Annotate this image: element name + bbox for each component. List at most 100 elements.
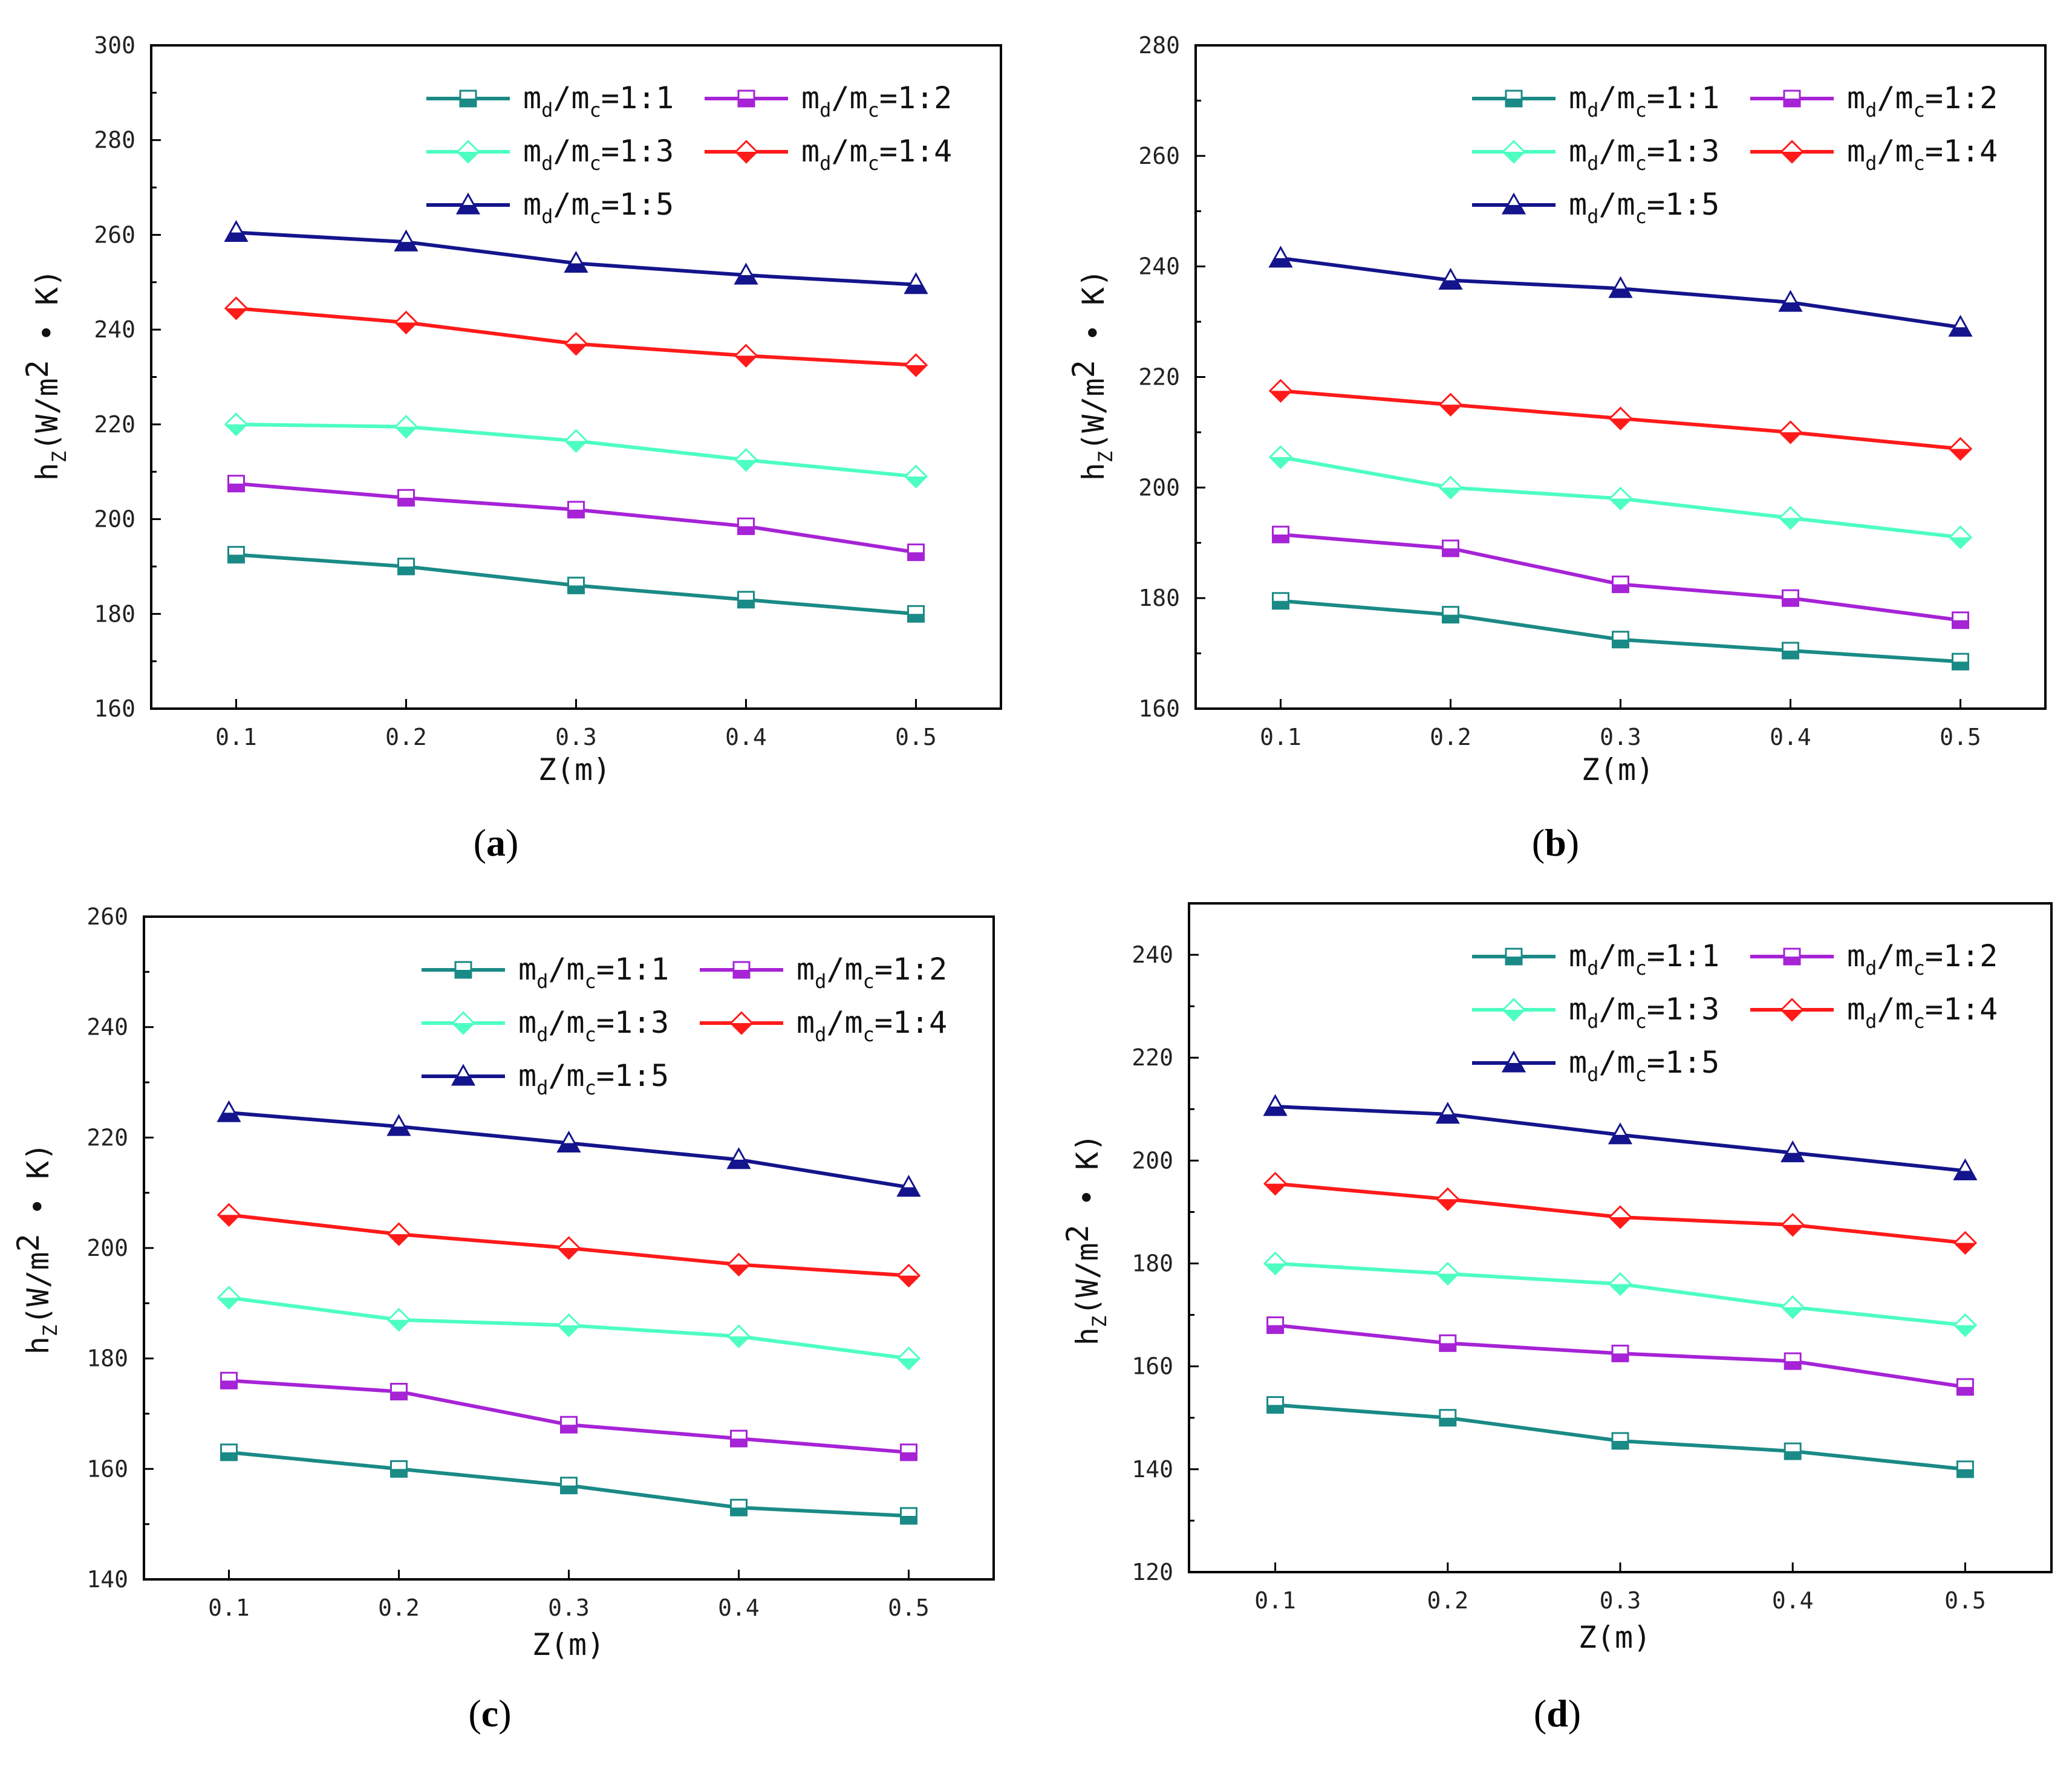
x-tick-label: 0.5 — [895, 724, 937, 750]
legend-label: md/mc=1:3 — [1569, 992, 1719, 1033]
data-point — [1948, 525, 1973, 550]
x-tick-label: 0.2 — [1430, 724, 1471, 750]
legend-marker — [1783, 89, 1801, 108]
y-tick-label: 140 — [1132, 1456, 1173, 1483]
data-point — [1442, 539, 1459, 557]
x-tick-label: 0.3 — [1600, 1587, 1641, 1614]
legend-marker — [1501, 192, 1526, 215]
panel-d: 120 140 160 180 200 220 240 0.1 0.2 0.3 0.4 0.5 Z(m)… — [1060, 902, 2053, 1735]
y-tick-label: 240 — [94, 316, 135, 343]
legend-item: md/mc=1:3 — [426, 134, 674, 175]
y-tick-label: 180 — [94, 600, 135, 627]
data-point — [564, 331, 588, 356]
data-point — [896, 1346, 921, 1371]
data-point — [1948, 437, 1973, 461]
y-tick-label: 240 — [1132, 941, 1173, 968]
y-tick-label: 220 — [1132, 1044, 1173, 1071]
data-point — [390, 1460, 408, 1478]
y-axis-label: hZ(W/m2 • K) — [1060, 1134, 1111, 1345]
data-point — [567, 501, 585, 519]
data-point — [397, 557, 415, 576]
y-tick-label: 260 — [94, 221, 135, 248]
data-point — [1438, 267, 1463, 290]
data-point — [1263, 1171, 1288, 1196]
y-tick-label: 160 — [1138, 695, 1180, 722]
legend-item: md/mc=1:1 — [422, 952, 669, 993]
data-point — [726, 1252, 751, 1277]
legend-label: md/mc=1:1 — [518, 952, 669, 993]
series-line-1 — [220, 1443, 917, 1525]
x-axis-label: Z(m) — [532, 1627, 605, 1662]
data-point — [1782, 589, 1799, 607]
panel-a: 160 180 200 220 240 260 280 300 0.1 0.2 0.3 0.4 0.5 Z… — [20, 32, 1002, 864]
legend-marker — [1501, 1050, 1526, 1073]
x-axis-label: Z(m) — [1582, 752, 1654, 787]
x-tick-label: 0.4 — [718, 1594, 760, 1621]
data-point — [1442, 606, 1459, 624]
data-point — [556, 1130, 581, 1153]
legend-label: md/mc=1:1 — [523, 80, 674, 122]
data-point — [1612, 575, 1629, 593]
series-line-2 — [227, 475, 925, 561]
y-tick-label: 260 — [86, 903, 128, 930]
panel-c: 140 160 180 200 220 240 260 0.1 0.2 0.3 0.4 0.5 Z(m)… — [11, 903, 995, 1735]
data-point — [904, 464, 928, 489]
y-tick-label: 260 — [1138, 143, 1180, 169]
data-point — [1439, 1334, 1457, 1352]
legend-item: md/mc=1:3 — [422, 1005, 669, 1046]
data-point — [1953, 1230, 1978, 1255]
legend-marker — [732, 961, 751, 979]
data-point — [217, 1286, 241, 1310]
data-point — [1611, 1344, 1629, 1362]
x-tick-label: 0.2 — [385, 724, 427, 750]
data-point — [224, 219, 249, 242]
y-axis-label: hZ(W/m2 • K) — [1066, 269, 1117, 481]
data-point — [904, 353, 928, 377]
data-point — [1608, 406, 1633, 431]
data-point — [1266, 1316, 1285, 1334]
legend-marker — [1505, 948, 1523, 966]
y-tick-label: 160 — [86, 1455, 128, 1482]
data-point — [1436, 1187, 1460, 1211]
data-point — [564, 250, 588, 273]
x-tick-label: 0.2 — [378, 1594, 420, 1621]
legend-label: md/mc=1:2 — [1847, 938, 1998, 980]
legend-marker — [737, 89, 755, 108]
legend-item: md/mc=1:4 — [1750, 992, 1998, 1033]
legend: md/mc=1:1 md/mc=1:2 md/mc=1:3 md/mc=1:4 md/m… — [1472, 938, 1998, 1086]
y-tick-label: 220 — [94, 411, 135, 438]
data-point — [394, 229, 419, 252]
legend-marker — [454, 961, 472, 979]
legend-item: md/mc=1:1 — [426, 80, 674, 122]
legend-marker — [734, 140, 758, 164]
data-point — [224, 412, 249, 437]
legend-item: md/mc=1:4 — [1750, 134, 1998, 175]
data-point — [1778, 505, 1803, 530]
y-tick-label: 140 — [86, 1566, 128, 1593]
series-line-5 — [1268, 245, 1973, 337]
data-point — [1439, 1409, 1457, 1427]
data-point — [1956, 1378, 1974, 1396]
legend-label: md/mc=1:3 — [518, 1005, 669, 1046]
data-point — [1780, 1295, 1805, 1319]
data-point — [1956, 1460, 1974, 1478]
data-point — [1263, 1094, 1288, 1116]
data-point — [1435, 1102, 1460, 1124]
series-line-4 — [224, 296, 928, 377]
data-point — [1438, 392, 1463, 417]
data-point — [1608, 1272, 1632, 1296]
legend-item: md/mc=1:5 — [422, 1058, 669, 1099]
data-point — [1778, 290, 1803, 312]
y-tick-label: 200 — [1138, 474, 1180, 501]
legend-label: md/mc=1:2 — [801, 80, 952, 122]
series-line-5 — [224, 219, 928, 294]
data-point — [1272, 592, 1289, 610]
data-point — [567, 576, 585, 594]
x-tick-label: 0.3 — [548, 1594, 590, 1621]
series-line-1 — [1272, 592, 1969, 671]
legend-marker — [1502, 998, 1526, 1022]
y-tick-label: 200 — [86, 1235, 128, 1261]
data-point — [220, 1443, 238, 1461]
legend-item: md/mc=1:5 — [1472, 187, 1719, 228]
